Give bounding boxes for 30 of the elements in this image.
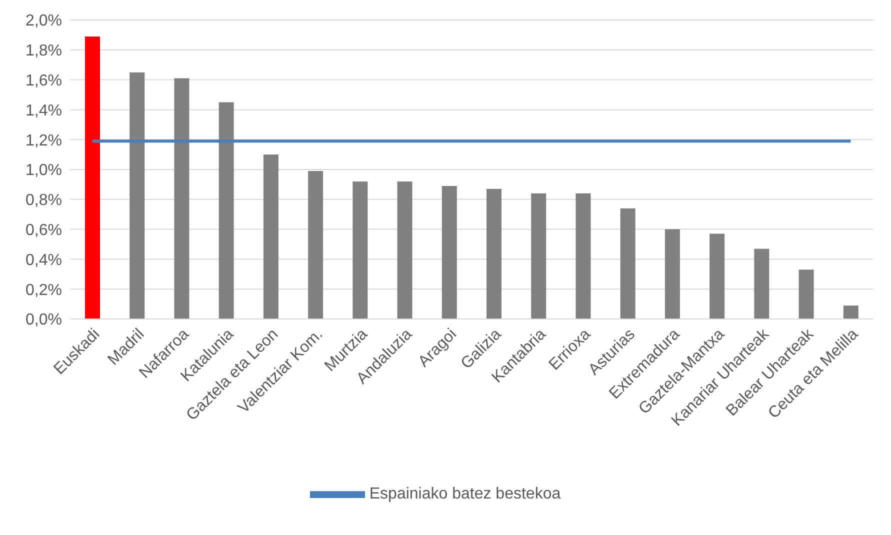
bar: [486, 188, 502, 319]
bar: [620, 208, 636, 319]
y-tick-label: 0,4%: [26, 252, 62, 269]
bar: [130, 72, 145, 319]
bar: [218, 102, 234, 319]
bar: [798, 270, 814, 319]
y-tick-label: 0,8%: [26, 192, 62, 210]
bar: [263, 154, 278, 319]
bar: [308, 170, 324, 319]
bar: [664, 229, 680, 319]
y-tick-label: 0,0%: [26, 312, 62, 329]
y-tick-label: 1,8%: [26, 42, 62, 60]
bar: [352, 181, 368, 319]
y-tick-label: 0,6%: [26, 222, 62, 239]
bar: [442, 186, 457, 319]
bar: [531, 193, 546, 319]
y-tick-label: 1,0%: [26, 162, 62, 180]
y-tick-label: 0,2%: [26, 282, 62, 299]
bar: [754, 248, 770, 319]
y-tick-label: 1,2%: [26, 132, 62, 150]
y-tick-label: 1,6%: [26, 72, 62, 90]
bar: [843, 306, 858, 319]
bar: [576, 193, 591, 319]
y-tick-label: 2,0%: [26, 12, 62, 30]
legend-label: Espainiako batez bestekoa: [369, 486, 561, 503]
bar: [85, 36, 100, 319]
bar: [174, 78, 190, 319]
bar: [397, 181, 412, 319]
bar: [710, 234, 725, 319]
y-tick-label: 1,4%: [26, 102, 62, 120]
